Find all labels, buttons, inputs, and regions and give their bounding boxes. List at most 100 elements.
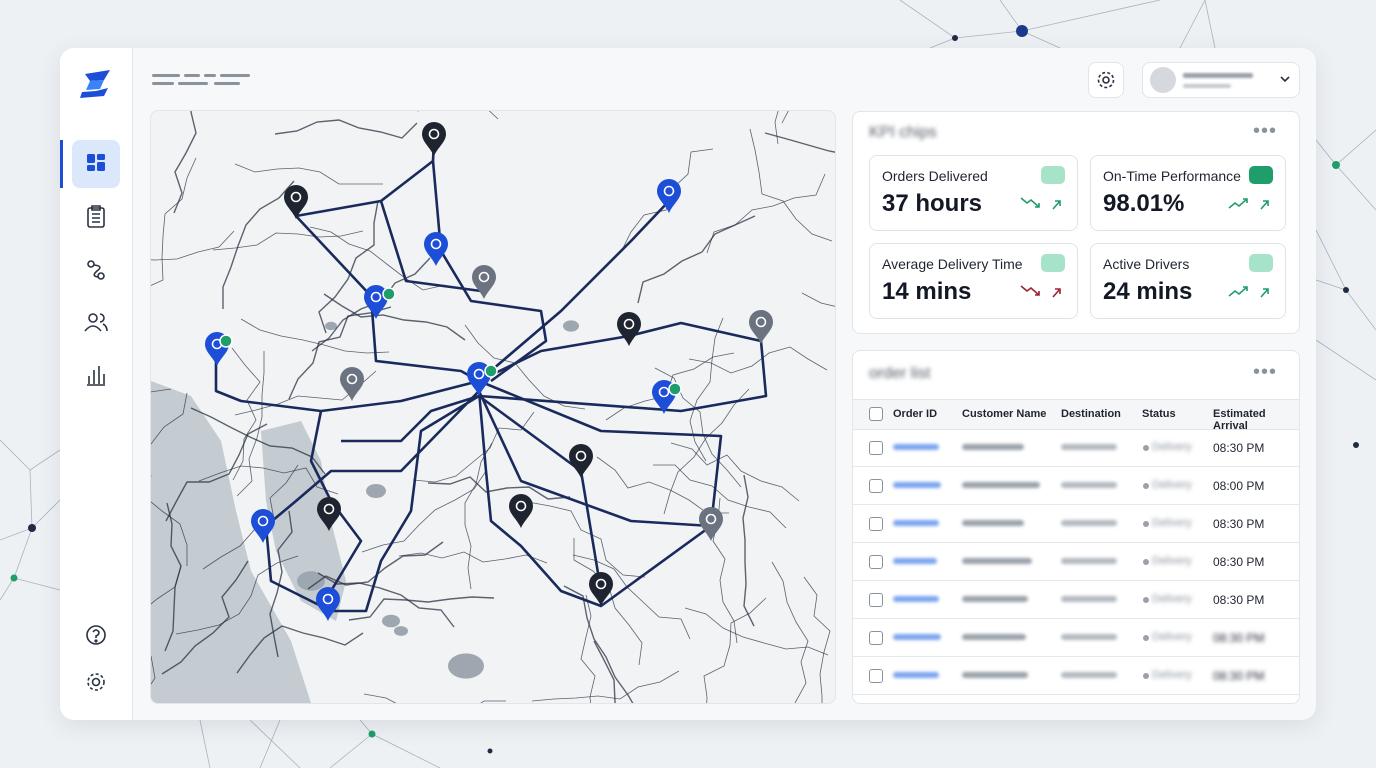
order-panel: order list ••• Order ID Customer Name Dest… (852, 350, 1300, 704)
order-id[interactable] (893, 482, 941, 488)
road (151, 230, 235, 261)
road (173, 111, 197, 214)
estimated-arrival: 08:30 PM (1213, 517, 1265, 531)
nav-settings[interactable] (87, 673, 105, 691)
order-title: order list (869, 365, 931, 382)
road (151, 565, 182, 605)
pin-icon (755, 316, 767, 328)
lake (325, 321, 337, 331)
road (593, 640, 616, 703)
map[interactable] (150, 110, 836, 704)
pin-icon (623, 318, 635, 330)
pin-icon (428, 128, 440, 140)
customer-name (962, 672, 1028, 678)
active-nav-bg[interactable] (72, 140, 120, 188)
pin-icon (658, 386, 670, 398)
settings-button[interactable] (1088, 62, 1124, 98)
lake (448, 653, 484, 679)
nav-analytics[interactable] (87, 366, 105, 386)
status-dot (1143, 597, 1149, 603)
route (477, 390, 712, 528)
road (151, 475, 188, 566)
column-header: Customer Name (962, 408, 1047, 420)
column-header: Order ID (893, 408, 938, 420)
trend-icon (1020, 285, 1040, 296)
row-checkbox[interactable] (869, 517, 883, 531)
logo (80, 70, 110, 98)
more-button[interactable]: ••• (1253, 361, 1278, 383)
route (477, 379, 723, 608)
order-id[interactable] (893, 634, 941, 640)
status-dot (1143, 635, 1149, 641)
row-checkbox[interactable] (869, 593, 883, 607)
kpi-badge (1041, 166, 1065, 184)
estimated-arrival: 08:30 PM (1213, 441, 1265, 455)
road (234, 163, 383, 185)
order-id[interactable] (893, 520, 939, 526)
road (175, 555, 299, 635)
table-row (853, 657, 1299, 695)
select-all-checkbox[interactable] (869, 407, 883, 421)
road (212, 230, 364, 251)
destination (1061, 520, 1117, 526)
pin-icon (290, 191, 302, 203)
order-id[interactable] (893, 672, 939, 678)
kpi-value: 24 mins (1103, 278, 1193, 305)
customer-name (962, 558, 1032, 564)
nav-help[interactable] (86, 625, 106, 645)
road (464, 324, 586, 410)
kpi-card: Orders Delivered 37 hours (869, 155, 1078, 231)
status-dot (1143, 445, 1149, 451)
road (764, 132, 835, 153)
pin-icon (370, 291, 382, 303)
row-checkbox[interactable] (869, 555, 883, 569)
destination (1061, 558, 1117, 564)
road (531, 670, 680, 702)
road (398, 551, 548, 564)
table-row (853, 543, 1299, 581)
nav-orders[interactable] (87, 205, 105, 228)
user-menu[interactable] (1142, 62, 1300, 98)
more-button[interactable]: ••• (1253, 120, 1278, 142)
status-check (382, 287, 396, 301)
row-checkbox[interactable] (869, 631, 883, 645)
road (771, 561, 809, 703)
pin-icon (663, 185, 675, 197)
table-row (853, 467, 1299, 505)
road (412, 411, 535, 483)
destination (1061, 444, 1117, 450)
kpi-label: On-Time Performance (1103, 168, 1241, 184)
status-check (484, 364, 498, 378)
row-checkbox[interactable] (869, 479, 883, 493)
nav-drivers[interactable] (84, 313, 108, 332)
order-id[interactable] (893, 444, 939, 450)
road (165, 423, 268, 522)
customer-name (962, 520, 1024, 526)
kpi-badge (1041, 254, 1065, 272)
row-checkbox[interactable] (869, 669, 883, 683)
road (164, 502, 182, 652)
status-check (219, 334, 233, 348)
road (653, 464, 787, 529)
road (801, 292, 835, 307)
kpi-card: Active Drivers 24 mins (1090, 243, 1286, 319)
order-id[interactable] (893, 596, 939, 602)
route (264, 390, 480, 613)
nav-routes[interactable] (87, 260, 105, 280)
order-id[interactable] (893, 558, 937, 564)
estimated-arrival: 08:00 PM (1213, 479, 1265, 493)
pin-icon (595, 578, 607, 590)
customer-name (962, 634, 1026, 640)
customer-name (962, 596, 1028, 602)
row-checkbox[interactable] (869, 441, 883, 455)
status-dot (1143, 521, 1149, 527)
kpi-value: 14 mins (882, 278, 972, 305)
kpi-panel: KPI chips ••• Orders Delivered 37 hours On… (852, 111, 1300, 334)
kpi-badge (1249, 254, 1273, 272)
road (151, 655, 156, 685)
column-header: Estimated Arrival (1213, 408, 1266, 432)
road (781, 111, 789, 124)
trend-icon (1052, 288, 1061, 298)
estimated-arrival: 08:30 PM (1213, 669, 1265, 683)
